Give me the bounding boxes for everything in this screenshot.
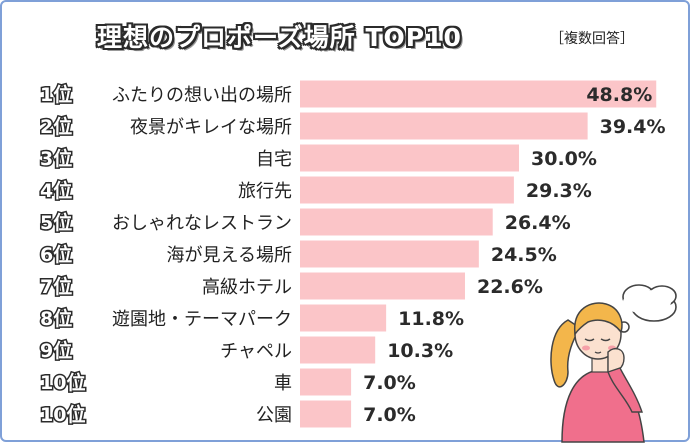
bar — [300, 304, 387, 332]
category-label: 車 — [274, 373, 292, 394]
category-label: 公園 — [256, 405, 292, 426]
thinking-woman-illustration — [550, 284, 677, 443]
rank-label: 7位 — [40, 275, 72, 298]
bar — [300, 112, 588, 140]
rank-label: 1位 — [40, 83, 72, 106]
bar — [300, 272, 465, 300]
value-label: 7.0% — [363, 404, 416, 426]
value-label: 26.4% — [505, 212, 571, 234]
bar — [300, 80, 657, 108]
bar — [300, 336, 376, 364]
bar — [300, 208, 493, 236]
category-label: おしゃれなレストラン — [112, 213, 292, 234]
rank-label: 10位 — [40, 371, 85, 394]
category-label: 海が見える場所 — [167, 245, 292, 266]
category-label: ふたりの想い出の場所 — [112, 85, 292, 106]
category-label: 旅行先 — [238, 181, 292, 202]
value-label: 11.8% — [398, 308, 464, 330]
value-label: 22.6% — [477, 276, 543, 298]
rank-label: 9位 — [40, 339, 72, 362]
chart-subtitle: ［複数回答］ — [550, 31, 634, 47]
value-label: 30.0% — [531, 148, 597, 170]
rank-label: 10位 — [40, 403, 85, 426]
category-label: 高級ホテル — [202, 277, 292, 298]
chart-title: 理想のプロポーズ場所 TOP10 — [97, 23, 462, 52]
bar — [300, 240, 479, 268]
rank-label: 2位 — [40, 115, 72, 138]
value-label: 39.4% — [600, 116, 666, 138]
bar — [300, 144, 519, 172]
bar — [300, 368, 352, 396]
category-label: 遊園地・テーマパーク — [112, 309, 292, 330]
bar — [300, 176, 514, 204]
value-label: 7.0% — [363, 372, 416, 394]
value-label: 10.3% — [387, 340, 453, 362]
value-label: 29.3% — [526, 180, 592, 202]
rank-label: 8位 — [40, 307, 72, 330]
rank-label: 6位 — [40, 243, 72, 266]
rank-label: 4位 — [40, 179, 72, 202]
value-label: 48.8% — [586, 84, 652, 106]
category-label: チャペル — [220, 341, 292, 362]
value-label: 24.5% — [491, 244, 557, 266]
category-label: 夜景がキレイな場所 — [130, 117, 292, 138]
category-label: 自宅 — [256, 149, 292, 170]
rank-label: 5位 — [40, 211, 72, 234]
rank-label: 3位 — [40, 147, 72, 170]
bar — [300, 400, 352, 428]
